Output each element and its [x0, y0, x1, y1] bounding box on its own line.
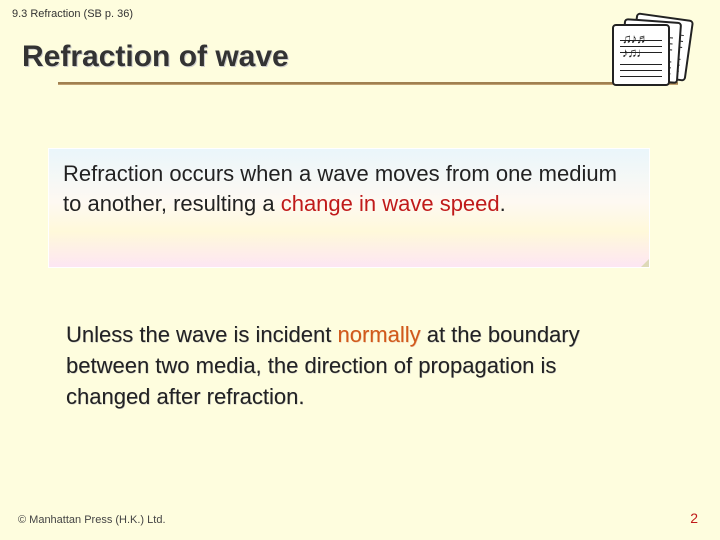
body-paragraph: Unless the wave is incident normally at …: [66, 320, 646, 412]
definition-text: Refraction occurs when a wave moves from…: [49, 149, 649, 226]
body-part1: Unless the wave is incident: [66, 322, 337, 347]
body-highlight: normally: [337, 322, 420, 347]
box-fold-corner: [641, 259, 649, 267]
music-sheets-icon: ♫♪♬♪♫♩ ♫♪♬♪♫♩ ♫♪♬♪♫♩: [612, 16, 694, 86]
page-number: 2: [690, 510, 698, 526]
definition-highlight: change in wave speed: [281, 191, 500, 216]
page-title: Refraction of wave: [22, 40, 289, 74]
definition-box: Refraction occurs when a wave moves from…: [48, 148, 650, 268]
title-underline: [58, 82, 678, 85]
header-reference: 9.3 Refraction (SB p. 36): [12, 8, 133, 20]
definition-part2: .: [500, 191, 506, 216]
footer-copyright: © Manhattan Press (H.K.) Ltd.: [18, 514, 166, 526]
